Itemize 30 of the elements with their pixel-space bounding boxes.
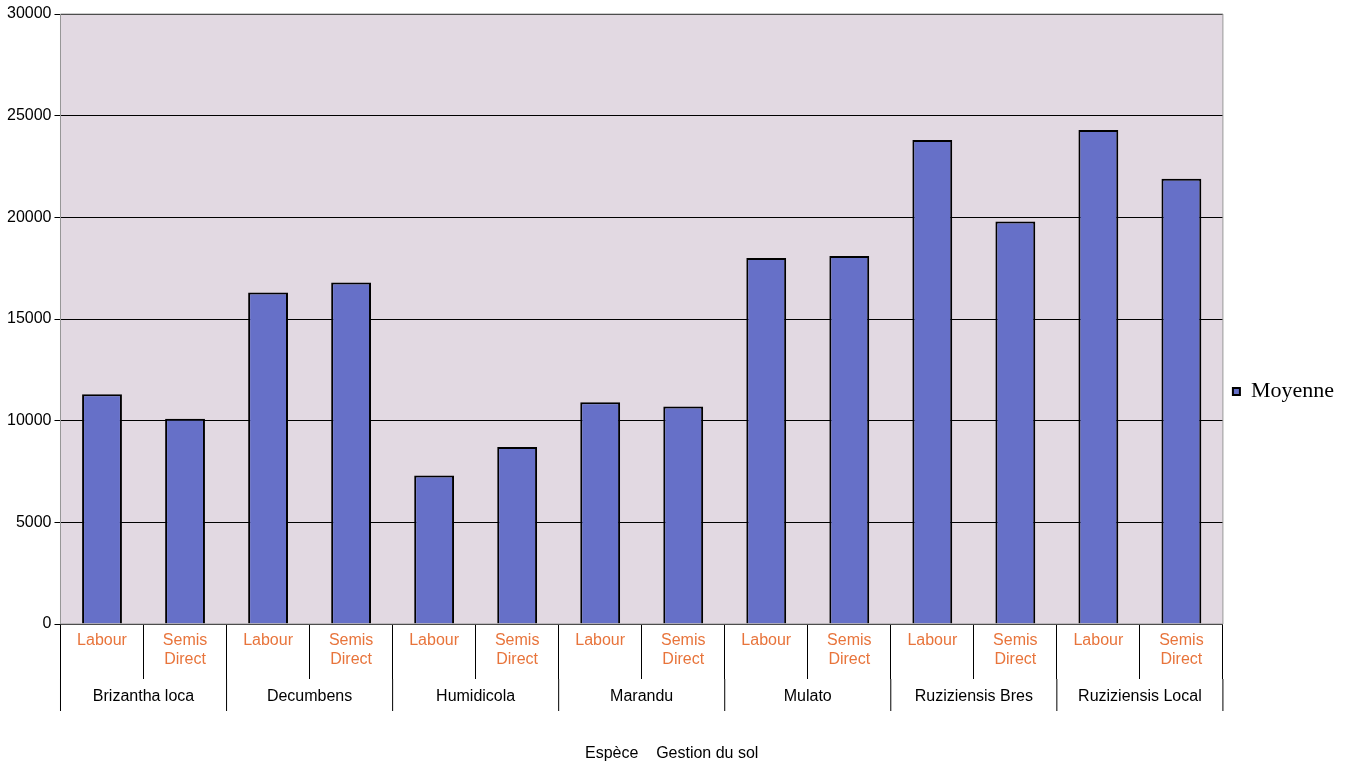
x-tick-label: Semis Direct xyxy=(162,631,208,668)
x-tick-label: Semis Direct xyxy=(494,631,540,668)
x-tick-label: Labour xyxy=(77,631,128,649)
x-tick-label: Semis Direct xyxy=(1159,631,1204,668)
x-tick-label: Labour xyxy=(575,631,626,649)
y-tick-label: 5000 xyxy=(15,512,52,530)
x-tick-label: Semis Direct xyxy=(993,631,1038,668)
text: Mulato xyxy=(783,687,832,705)
text: Humidicola xyxy=(436,687,516,705)
x-tick-label: Semis Direct xyxy=(328,631,374,668)
text: Decumbens xyxy=(266,687,353,705)
x-tick-label: Labour xyxy=(243,631,294,649)
y-tick-label: 15000 xyxy=(6,309,52,327)
x-tick-label: Semis Direct xyxy=(827,631,872,668)
text: Ruziziensis Local xyxy=(1078,687,1202,705)
x-axis-title: Espèce Gestion du sol xyxy=(584,744,759,762)
text: Brizantha loca xyxy=(92,687,195,705)
y-tick-label: 30000 xyxy=(6,4,52,22)
y-tick-label: 20000 xyxy=(6,207,52,225)
legend-label: Moyenne xyxy=(1250,377,1334,403)
y-tick-label: 10000 xyxy=(6,411,52,429)
text: Marandu xyxy=(610,687,674,705)
x-tick-label: Labour xyxy=(409,631,460,649)
x-tick-label: Labour xyxy=(741,631,792,649)
x-tick-label: Semis Direct xyxy=(660,631,706,668)
x-tick-label: Labour xyxy=(907,631,958,649)
y-tick-label: 25000 xyxy=(6,106,52,124)
text: Ruziziensis Bres xyxy=(914,687,1033,705)
x-tick-label: Labour xyxy=(1073,631,1124,649)
y-tick-label: 0 xyxy=(42,614,52,632)
